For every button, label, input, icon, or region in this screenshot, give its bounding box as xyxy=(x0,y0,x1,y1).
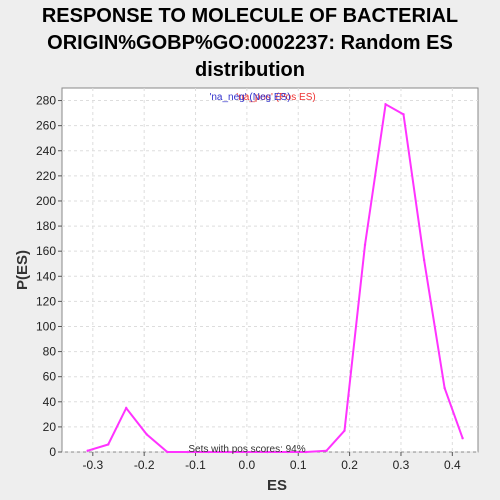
pos-scores-annotation: Sets with pos scores: 94% xyxy=(188,444,305,455)
title-line-2: ORIGIN%GOBP%GO:0002237: Random ES xyxy=(47,32,453,54)
x-tick-label: 0.4 xyxy=(444,458,461,472)
data-point xyxy=(266,450,269,454)
legend: 'na_pos' (Pos ES) 'na_neg' (Neg ES) xyxy=(209,92,315,103)
x-tick-label: 0.0 xyxy=(239,458,256,472)
y-tick-label: 60 xyxy=(43,370,57,384)
y-tick-label: 0 xyxy=(49,445,56,459)
data-point xyxy=(402,113,405,116)
series-line xyxy=(87,102,464,453)
legend-pos-entry: 'na_pos' (Pos ES) xyxy=(236,92,315,103)
x-tick-label: -0.3 xyxy=(82,458,103,472)
data-point xyxy=(461,436,464,440)
y-tick-label: 280 xyxy=(36,94,56,108)
plot-area xyxy=(61,87,479,453)
y-tick-label: 240 xyxy=(36,144,56,158)
data-point xyxy=(363,243,367,247)
y-tick-label: 80 xyxy=(43,345,57,359)
data-point xyxy=(107,443,110,446)
y-tick-label: 180 xyxy=(36,219,56,233)
data-point xyxy=(186,450,190,454)
y-axis-label: P(ES) xyxy=(14,250,31,290)
y-tick-label: 200 xyxy=(36,194,56,208)
title-line-1: RESPONSE TO MOLECULE OF BACTERIAL xyxy=(42,5,458,27)
y-tick-label: 100 xyxy=(36,319,56,333)
data-point xyxy=(166,450,169,454)
data-point xyxy=(245,450,249,454)
data-point xyxy=(227,450,231,454)
y-tick-label: 220 xyxy=(36,169,56,183)
grid xyxy=(62,88,478,453)
data-point xyxy=(384,103,387,106)
data-point xyxy=(124,406,128,410)
chart-title: RESPONSE TO MOLECULE OF BACTERIAL ORIGIN… xyxy=(42,5,458,81)
x-axis-label: ES xyxy=(267,477,287,494)
y-tick-label: 140 xyxy=(36,269,56,283)
y-axis-ticks: 0 20 40 60 80 100 120 140 160 180 200 220 240 260 280 xyxy=(36,94,62,459)
data-point xyxy=(343,429,346,432)
x-tick-label: -0.2 xyxy=(134,458,155,472)
y-tick-label: 20 xyxy=(43,420,57,434)
y-tick-label: 160 xyxy=(36,244,56,258)
data-point xyxy=(207,450,210,454)
data-point xyxy=(304,450,308,454)
data-point xyxy=(443,386,446,390)
data-point xyxy=(422,258,426,262)
x-axis-ticks: -0.3 -0.2 -0.1 0.0 0.1 0.2 0.3 0.4 xyxy=(82,452,461,472)
x-tick-label: 0.1 xyxy=(290,458,307,472)
y-tick-label: 120 xyxy=(36,294,56,308)
x-tick-label: 0.2 xyxy=(341,458,358,472)
data-point xyxy=(325,449,328,452)
data-point xyxy=(286,450,290,454)
legend-neg-entry: 'na_neg' (Neg ES) xyxy=(209,92,290,103)
x-tick-label: -0.1 xyxy=(185,458,206,472)
title-line-3: distribution xyxy=(195,59,305,81)
data-point xyxy=(145,433,148,436)
x-tick-label: 0.3 xyxy=(393,458,410,472)
data-point xyxy=(86,449,89,452)
y-tick-label: 40 xyxy=(43,395,57,409)
series-group xyxy=(86,102,464,454)
y-tick-label: 260 xyxy=(36,119,56,133)
